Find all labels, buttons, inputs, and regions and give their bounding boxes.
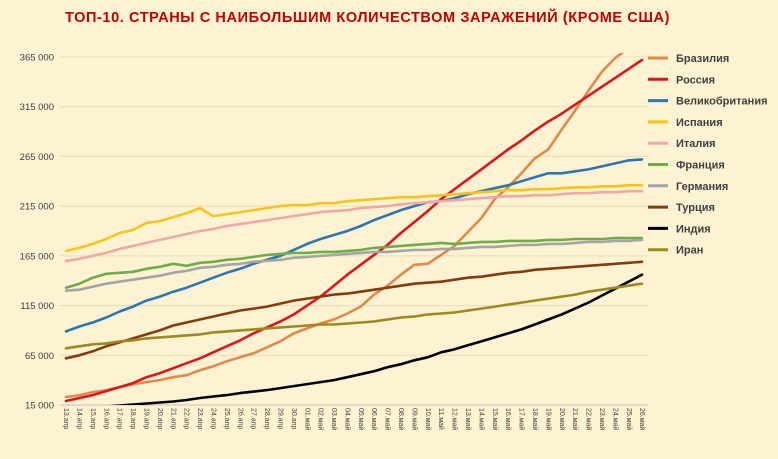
x-tick-label: 06.май [370,408,378,430]
series-line-2 [64,58,644,403]
x-tick-label: 21.май [571,408,579,430]
legend-label: Бразилия [676,53,729,65]
legend-label: Индия [676,223,711,235]
x-tick-label: 20.апр [156,408,163,429]
x-tick-label: 08.май [397,408,405,430]
series-line-6 [64,236,644,290]
x-tick-label: 14.май [477,408,485,430]
series-line-9 [108,273,644,405]
x-tick-label: 24.апр [210,408,217,429]
series-line-1 [64,53,625,399]
grid [60,56,648,406]
x-tick-label: 16.апр [102,408,109,429]
legend-label: Великобритания [676,96,768,108]
series-line-7 [64,238,644,293]
y-tick-label: 165 000 [20,251,54,262]
x-tick-label: 26.май [638,408,646,430]
y-tick-label: 315 000 [20,102,54,113]
x-tick-label: 22.апр [183,408,190,429]
series-line-5 [64,189,644,263]
series-line-8 [64,260,644,360]
x-axis: 13.апр 14.апр 15.апр 16.апр 17.апр 18.апр 19.а… [62,408,646,430]
series-lines [64,53,644,405]
x-tick-label: 15.май [491,408,499,430]
x-tick-label: 02.май [317,408,325,430]
x-tick-label: 07.май [384,408,392,430]
x-tick-label: 04.май [343,408,351,430]
x-tick-label: 20.май [558,408,566,430]
x-tick-label: 30.апр [290,408,297,429]
x-tick-label: 19.май [544,408,552,430]
x-tick-label: 26.апр [236,408,243,429]
x-tick-label: 05.май [357,408,365,430]
y-tick-label: 65 000 [25,351,54,362]
x-tick-label: 13.апр [62,408,69,429]
x-tick-label: 24.май [611,408,619,430]
y-tick-label: 115 000 [20,301,54,312]
x-tick-label: 12.май [451,408,459,430]
series-line-10 [64,282,644,350]
y-tick-label: 15 000 [25,401,54,412]
x-tick-label: 10.май [424,408,432,430]
x-tick-label: 23.май [598,408,606,430]
x-tick-label: 17.апр [116,408,123,429]
x-tick-label: 03.май [330,408,338,430]
x-tick-label: 27.апр [250,408,257,429]
legend-label: Франция [676,160,725,172]
legend-label: Турция [676,202,715,214]
x-tick-label: 18.апр [129,408,136,429]
x-tick-label: 14.апр [76,408,83,429]
chart-title: ТОП-10. СТРАНЫ С НАИБОЛЬШИМ КОЛИЧЕСТВОМ … [64,10,671,26]
legend-label: Италия [676,138,716,150]
x-tick-label: 25.май [625,408,633,430]
x-tick-label: 21.апр [169,408,176,429]
y-tick-label: 265 000 [20,152,54,163]
legend-label: Иран [676,245,703,257]
x-tick-label: 01.май [303,408,311,430]
legend-label: Россия [676,74,715,86]
legend: Бразилия Россия Великобритания Испания Итали… [648,53,768,257]
y-tick-label: 215 000 [20,202,54,213]
legend-label: Испания [676,117,723,129]
x-tick-label: 15.апр [89,408,96,429]
y-axis: 15 000 65 000 115 000 165 000 215 000 265 000… [20,53,54,412]
y-tick-label: 365 000 [20,53,54,64]
x-tick-label: 22.май [585,408,593,430]
legend-label: Германия [676,181,728,193]
x-tick-label: 25.апр [223,408,230,429]
x-tick-label: 18.май [531,408,539,430]
x-tick-label: 13.май [464,408,472,430]
x-tick-label: 19.апр [143,408,150,429]
x-tick-label: 29.апр [276,408,283,429]
x-tick-label: 23.апр [196,408,203,429]
series-line-3 [64,158,644,333]
x-tick-label: 16.май [504,408,512,430]
x-tick-label: 11.май [437,408,445,430]
x-tick-label: 09.май [410,408,418,430]
series-line-4 [64,184,644,253]
x-tick-label: 28.апр [263,408,270,429]
x-tick-label: 17.май [518,408,526,430]
